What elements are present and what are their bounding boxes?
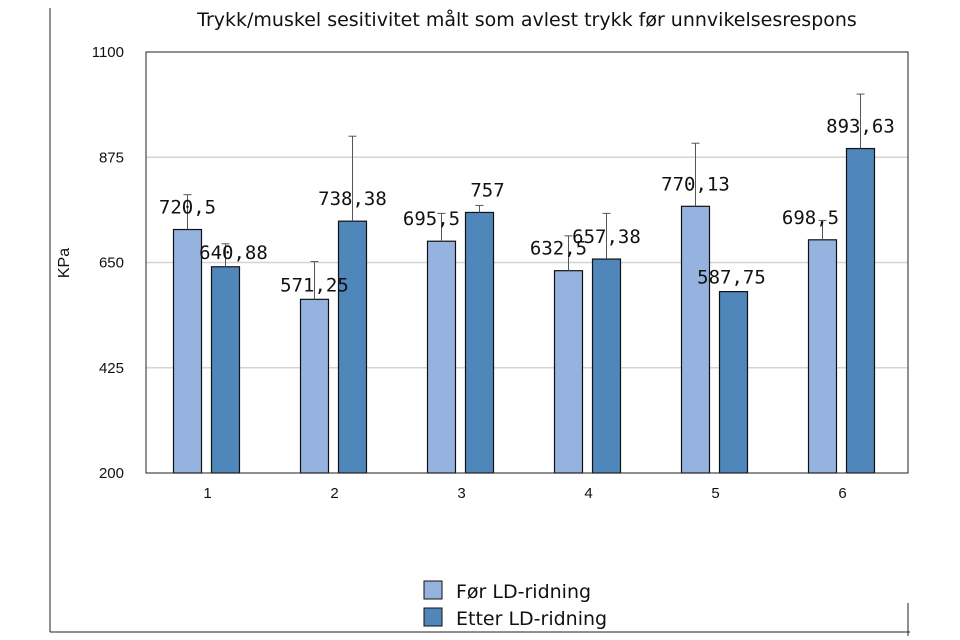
legend-swatch-before: [423, 580, 443, 600]
data-label-after: 657,38: [572, 226, 641, 248]
x-tick-label: 1: [203, 485, 211, 502]
data-label-before: 632,5: [530, 238, 587, 260]
error-bars: [183, 93, 865, 300]
y-tick-label: 875: [99, 149, 124, 166]
axis-ticks: 200 425 650 875 1100 1 2 3 4 5 6: [92, 44, 847, 502]
legend-swatch-after: [423, 607, 443, 627]
bar-after: [591, 258, 622, 474]
x-tick-label: 5: [711, 485, 719, 502]
data-label-before: 571,25: [280, 274, 349, 296]
data-label-before: 698,5: [782, 207, 839, 229]
bar-after: [210, 266, 241, 474]
data-label-after: 587,75: [697, 267, 766, 289]
y-tick-label: 425: [99, 360, 124, 377]
data-label-before: 720,5: [159, 197, 216, 219]
bar-before: [807, 239, 838, 474]
frame-lines: [49, 8, 910, 636]
bar-after: [464, 211, 495, 474]
x-tick-label: 6: [838, 485, 846, 502]
data-label-after: 893,63: [826, 116, 895, 138]
x-tick-label: 2: [330, 485, 338, 502]
bar-before: [680, 205, 711, 474]
data-label-before: 695,5: [403, 208, 460, 230]
legend-label-before: Før LD-ridning: [456, 581, 591, 603]
x-tick-label: 4: [584, 485, 592, 502]
bar-after: [337, 220, 368, 474]
y-axis-label: KPa: [56, 248, 73, 278]
plot-area-border: [145, 51, 909, 474]
y-tick-label: 200: [99, 465, 124, 482]
data-label-after: 738,38: [318, 188, 387, 210]
bar-after: [845, 147, 876, 474]
legend-label-after: Etter LD-ridning: [456, 608, 607, 630]
bar-before: [553, 270, 584, 474]
bar-before: [172, 228, 203, 474]
y-tick-label: 1100: [92, 44, 124, 61]
data-label-after: 757: [470, 179, 504, 201]
data-label-before: 770,13: [661, 173, 730, 195]
data-label-after: 640,88: [199, 242, 268, 264]
bars: [172, 147, 876, 474]
gridlines: [146, 156, 908, 369]
data-labels: 720,5 640,88 571,25 738,38 695,5 757 632,5657,…: [159, 116, 895, 297]
y-tick-label: 650: [99, 255, 124, 272]
legend: Før LD-ridning Etter LD-ridning: [423, 580, 607, 630]
bar-before: [299, 298, 330, 474]
bar-before: [426, 240, 457, 474]
bar-after: [718, 291, 749, 474]
chart-title: Trykk/muskel sesitivitet målt som avlest…: [196, 8, 857, 31]
x-tick-label: 3: [457, 485, 465, 502]
